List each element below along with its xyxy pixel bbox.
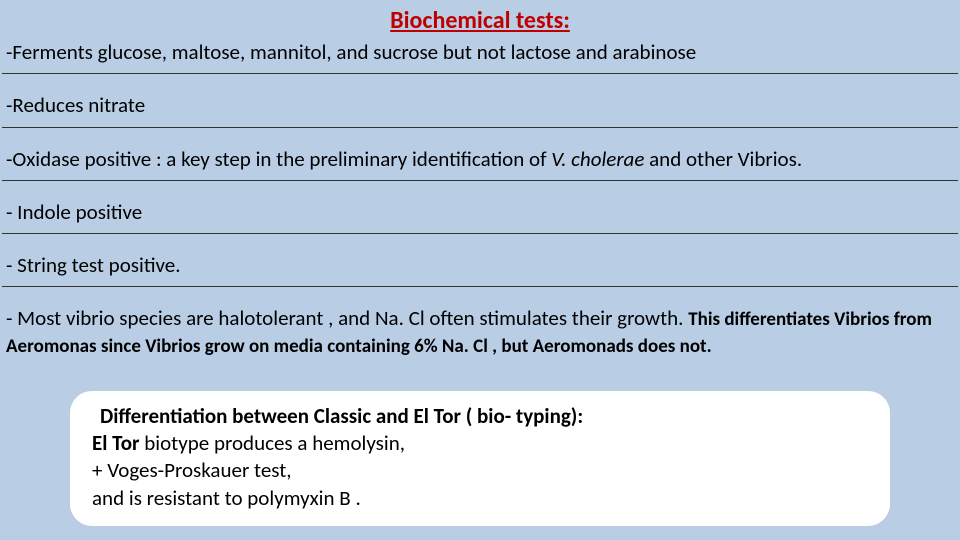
callout-row-3: and is resistant to polymyxin B . [92,485,868,512]
slide-title: Biochemical tests: [2,6,958,35]
bullet-halotolerant: - Most vibrio species are halotolerant ,… [2,301,958,367]
callout-row-2: + Voges-Proskauer test, [92,457,868,484]
callout-eltor: El Tor [92,430,140,456]
halo-text-a: - Most vibrio species are halotolerant ,… [6,305,688,331]
bullet-string-test: - String test positive. [2,248,958,287]
oxidase-text-a: -Oxidase positive : a key step in the pr… [6,146,551,172]
oxidase-species: V. cholerae [551,146,644,172]
callout-header: Differentiation between Classic and El T… [92,403,868,430]
callout-row-1: El Tor biotype produces a hemolysin, [92,430,868,457]
callout-row1b: biotype produces a hemolysin, [140,430,405,456]
bullet-nitrate: -Reduces nitrate [2,88,958,127]
bullet-indole: - Indole positive [2,195,958,234]
bullet-oxidase: -Oxidase positive : a key step in the pr… [2,142,958,181]
bullet-ferments: -Ferments glucose, maltose, mannitol, an… [2,39,958,74]
oxidase-text-c: and other Vibrios. [644,146,802,172]
biotype-callout: Differentiation between Classic and El T… [70,391,890,526]
slide: Biochemical tests: -Ferments glucose, ma… [0,0,960,540]
